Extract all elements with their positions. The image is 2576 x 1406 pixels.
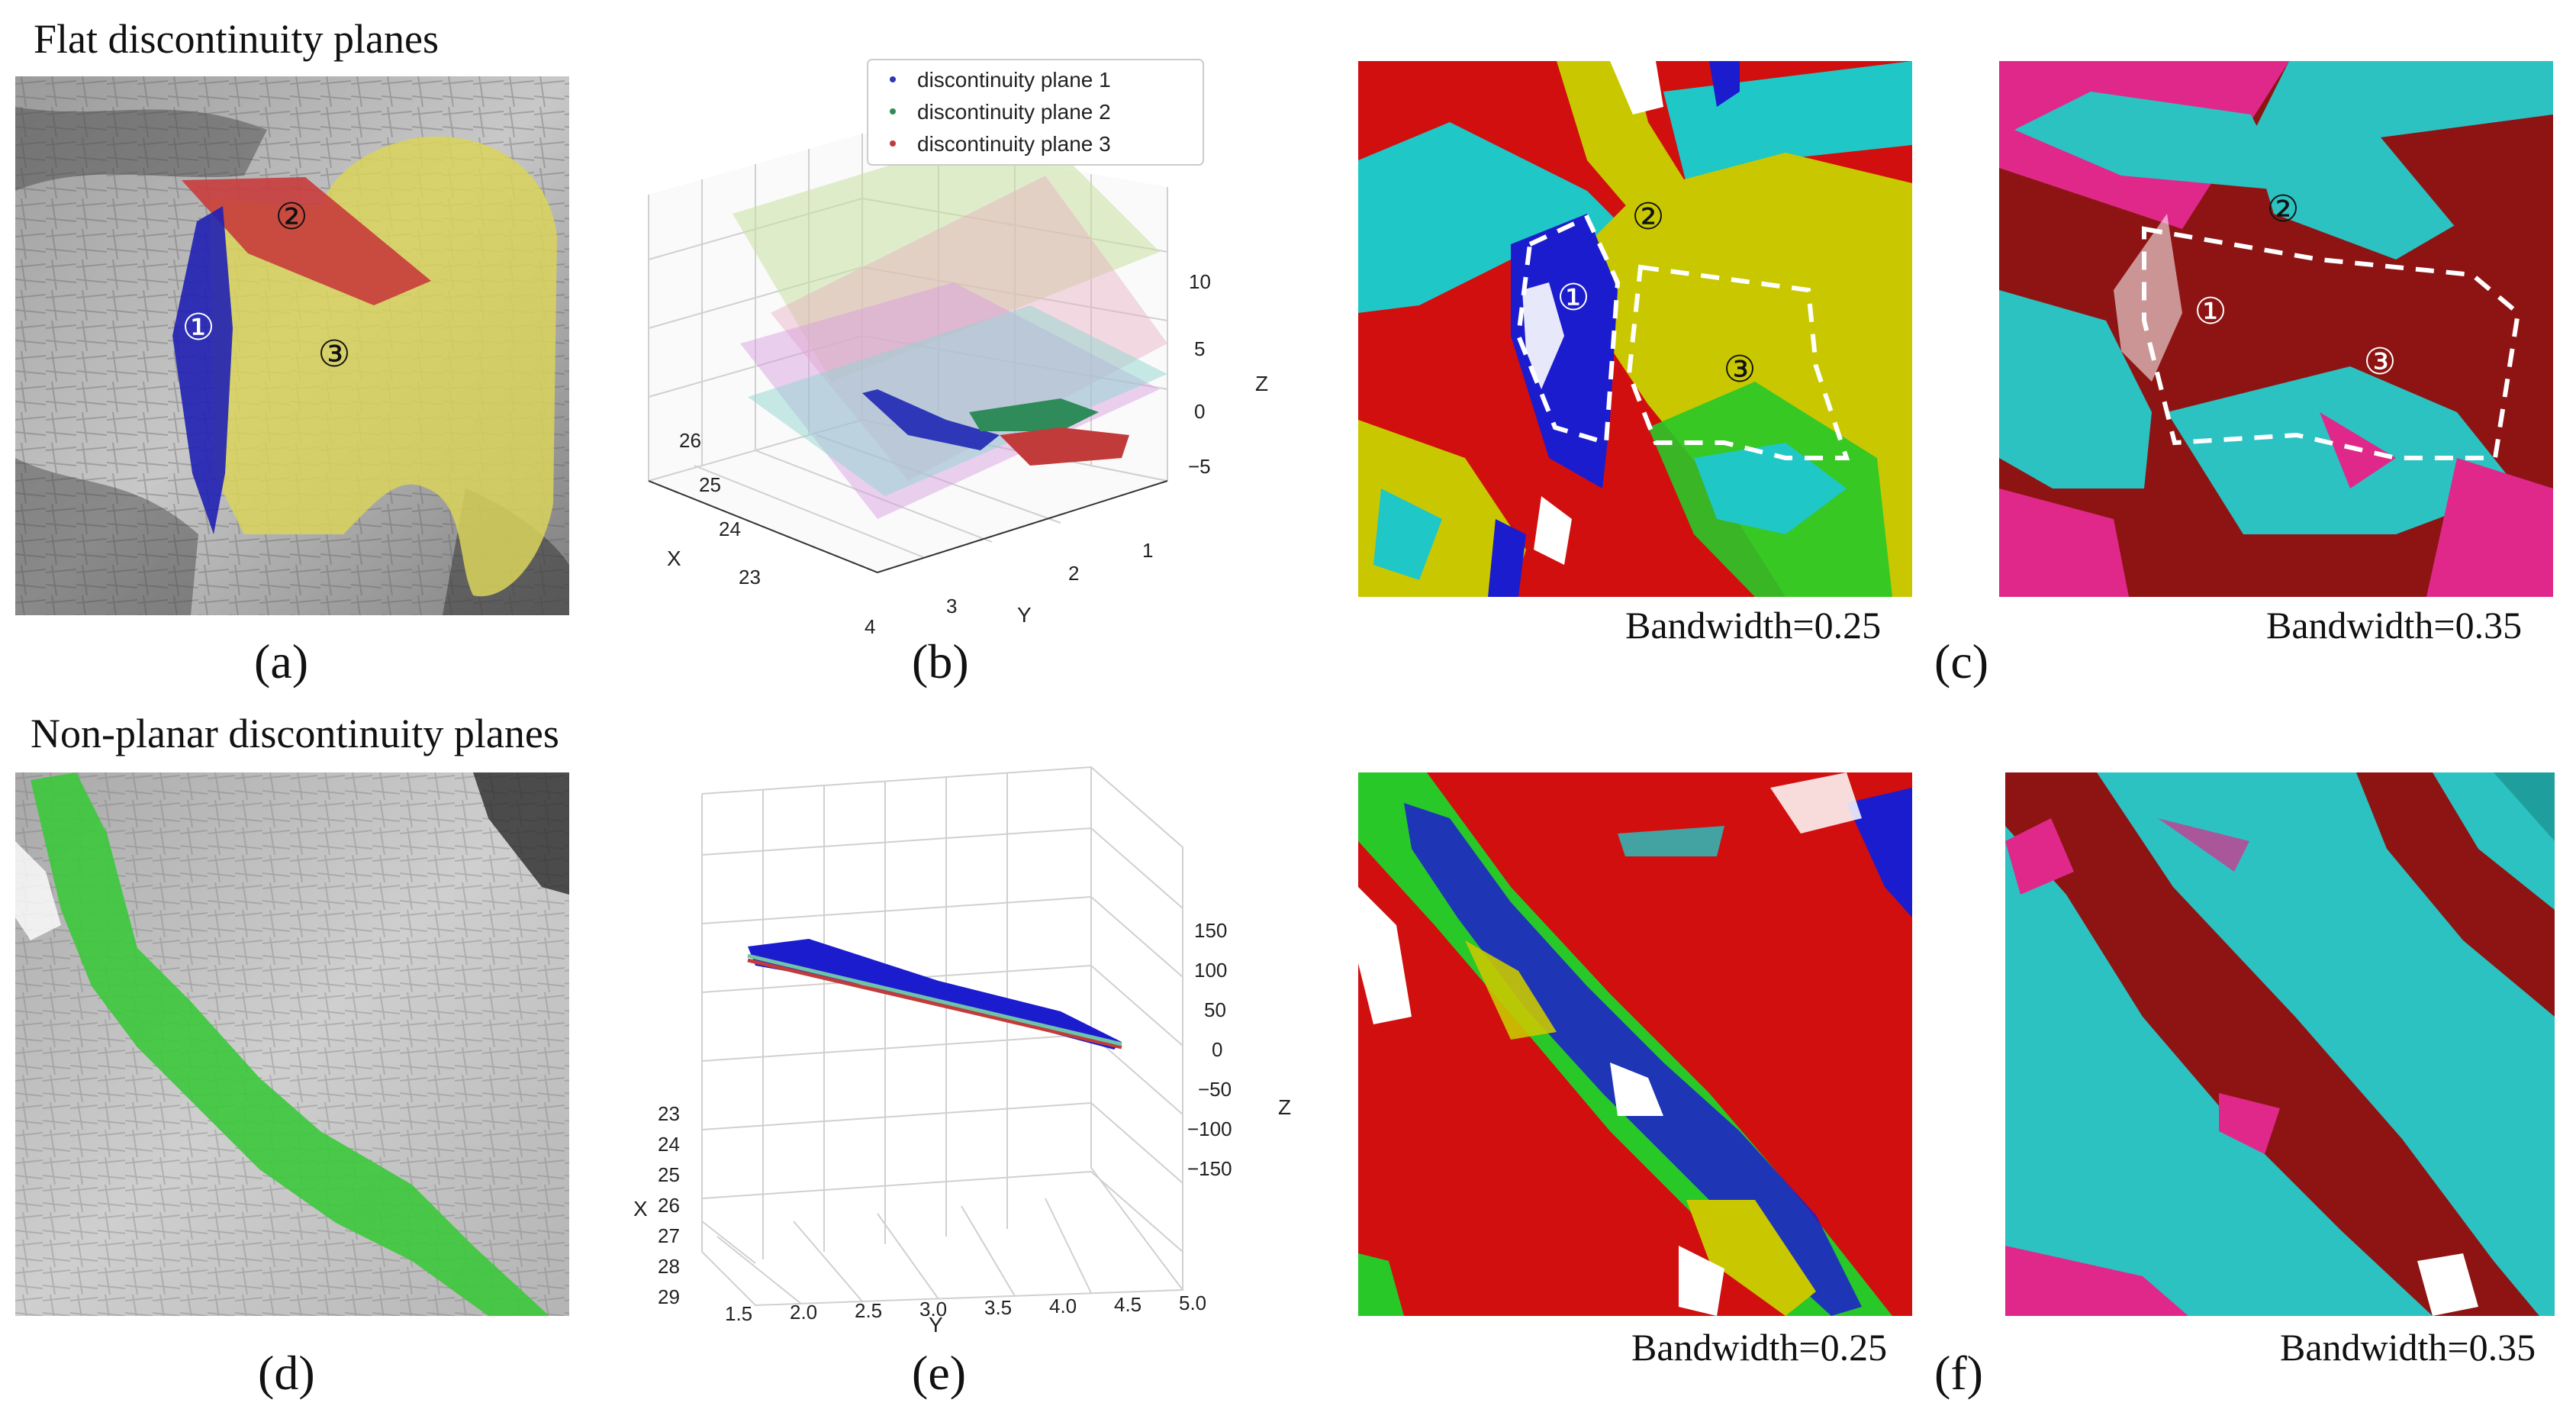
panel-e-x-label: X <box>633 1197 648 1221</box>
e-x-tick-6: 29 <box>658 1285 680 1308</box>
c-marker-plane-3: ③ <box>1723 348 1756 391</box>
c2-marker-plane-2: ② <box>2266 188 2299 231</box>
panel-e-plot: 150 100 50 0 −50 −100 −150 Z 23 24 25 26… <box>633 756 1312 1337</box>
e-y-tick-1: 2.0 <box>790 1301 817 1324</box>
e-x-tick-5: 28 <box>658 1255 680 1278</box>
e-y-tick-0: 1.5 <box>725 1302 752 1325</box>
e-x-tick-3: 26 <box>658 1194 680 1217</box>
panel-e-x-ticks: 23 24 25 26 27 28 29 <box>658 1102 680 1308</box>
bandwidth-label-c-left: Bandwidth=0.25 <box>1625 604 1882 647</box>
e-y-tick-4: 3.5 <box>984 1296 1012 1319</box>
panel-e-z-ticks: 150 100 50 0 −50 −100 −150 <box>1187 919 1232 1180</box>
b-y-tick-1: 2 <box>1068 562 1079 585</box>
e-y-tick-5: 4.0 <box>1049 1295 1077 1317</box>
panel-c-bw025-map: ② ① ③ <box>1358 61 1912 597</box>
c2-marker-plane-3: ③ <box>2363 340 2396 383</box>
e-y-tick-3: 3.0 <box>919 1298 947 1321</box>
c-marker-plane-1: ① <box>1557 276 1589 319</box>
e-y-tick-7: 5.0 <box>1179 1292 1206 1314</box>
bandwidth-label-c-right: Bandwidth=0.35 <box>2266 604 2523 647</box>
b-z-tick-1: 5 <box>1194 337 1205 360</box>
panel-f-bw035-image <box>2005 772 2555 1316</box>
caption-d: (d) <box>258 1346 315 1400</box>
plane-1-region <box>172 206 233 534</box>
plane-2-region <box>182 177 431 305</box>
panel-e-y-label: Y <box>929 1313 943 1336</box>
panel-f-bw035-map <box>2005 772 2555 1316</box>
panel-b-x-ticks: 23 24 25 26 <box>679 429 761 589</box>
e-x-tick-2: 25 <box>658 1163 680 1186</box>
b-x-tick-2: 25 <box>699 473 721 496</box>
c-marker-plane-2: ② <box>1631 195 1664 238</box>
legend-label-3: discontinuity plane 3 <box>917 132 1111 156</box>
panel-b-legend: discontinuity plane 1 discontinuity plan… <box>867 59 1204 166</box>
panel-e-z-label: Z <box>1278 1095 1291 1119</box>
panel-b-x-label: X <box>667 547 681 570</box>
bandwidth-label-f-left: Bandwidth=0.25 <box>1631 1326 1888 1369</box>
e-z-tick-2: 50 <box>1204 998 1226 1021</box>
caption-c: (c) <box>1934 634 1989 688</box>
bandwidth-label-f-right: Bandwidth=0.35 <box>2280 1326 2536 1369</box>
e-x-tick-1: 24 <box>658 1133 680 1156</box>
panel-b-z-label: Z <box>1255 372 1268 395</box>
caption-a: (a) <box>254 634 309 688</box>
b-y-tick-0: 1 <box>1142 539 1153 562</box>
panel-a-image: ② ① ③ <box>15 76 569 615</box>
flat-planes-heading: Flat discontinuity planes <box>34 16 439 62</box>
panel-a-pointcloud: ② ① ③ <box>15 76 569 615</box>
panel-b-z-ticks: 10 5 0 −5 <box>1188 270 1211 478</box>
b-z-tick-3: −5 <box>1188 455 1211 478</box>
marker-plane-2: ② <box>275 195 308 238</box>
panel-d-image <box>15 772 569 1316</box>
panel-f-bw025-image <box>1358 772 1912 1316</box>
c-plane-1-cluster <box>1511 214 1618 489</box>
legend-label-1: discontinuity plane 1 <box>917 68 1111 92</box>
b-y-tick-2: 3 <box>946 595 957 618</box>
caption-b: (b) <box>912 634 969 688</box>
legend-marker-3 <box>890 140 896 147</box>
panel-b-y-label: Y <box>1017 603 1032 627</box>
e-y-tick-2: 2.5 <box>855 1299 882 1322</box>
plane-1-points <box>862 389 1000 450</box>
e-z-tick-4: −50 <box>1198 1078 1232 1101</box>
panel-d-pointcloud <box>15 772 569 1316</box>
panel-b-y-ticks: 1 2 3 4 <box>865 539 1153 638</box>
panel-e-y-ticks: 1.5 2.0 2.5 3.0 3.5 4.0 4.5 5.0 <box>725 1292 1206 1325</box>
nonplanar-planes-heading: Non-planar discontinuity planes <box>31 711 559 756</box>
e-z-tick-5: −100 <box>1187 1117 1232 1140</box>
b-y-tick-3: 4 <box>865 615 875 638</box>
e-z-tick-1: 100 <box>1194 959 1227 982</box>
e-z-tick-0: 150 <box>1194 919 1227 942</box>
panel-f-bw025-map <box>1358 772 1912 1316</box>
panel-e-grid <box>701 766 1184 1307</box>
nonplanar-plane-region <box>31 772 549 1316</box>
caption-f: (f) <box>1934 1346 1983 1400</box>
legend-marker-1 <box>890 76 896 82</box>
plane-3-points <box>1000 427 1129 466</box>
b-x-tick-3: 26 <box>679 429 701 452</box>
panel-b-plot: discontinuity plane 1 discontinuity plan… <box>633 53 1312 649</box>
panel-c-bw035-image: ② ① ③ <box>1999 61 2553 597</box>
e-y-tick-6: 4.5 <box>1114 1293 1141 1316</box>
b-z-tick-0: 10 <box>1189 270 1211 293</box>
marker-plane-1: ① <box>182 306 214 349</box>
panel-e-chart: 150 100 50 0 −50 −100 −150 Z 23 24 25 26… <box>633 766 1291 1337</box>
plane-2-points <box>969 398 1099 431</box>
panel-c-bw025-image: ② ① ③ <box>1358 61 1912 597</box>
legend-marker-2 <box>890 108 896 114</box>
e-z-tick-6: −150 <box>1187 1157 1232 1180</box>
caption-e: (e) <box>912 1346 967 1400</box>
panel-c-bw035-map: ② ① ③ <box>1999 61 2553 597</box>
marker-plane-3: ③ <box>317 333 350 376</box>
b-x-tick-1: 24 <box>719 518 741 540</box>
b-z-tick-2: 0 <box>1194 400 1205 423</box>
e-x-tick-0: 23 <box>658 1102 680 1125</box>
legend-label-2: discontinuity plane 2 <box>917 100 1111 124</box>
c2-marker-plane-1: ① <box>2194 290 2227 333</box>
e-z-tick-3: 0 <box>1212 1038 1222 1061</box>
b-x-tick-0: 23 <box>739 566 761 589</box>
e-x-tick-4: 27 <box>658 1224 680 1247</box>
panel-b-chart: discontinuity plane 1 discontinuity plan… <box>648 59 1268 638</box>
